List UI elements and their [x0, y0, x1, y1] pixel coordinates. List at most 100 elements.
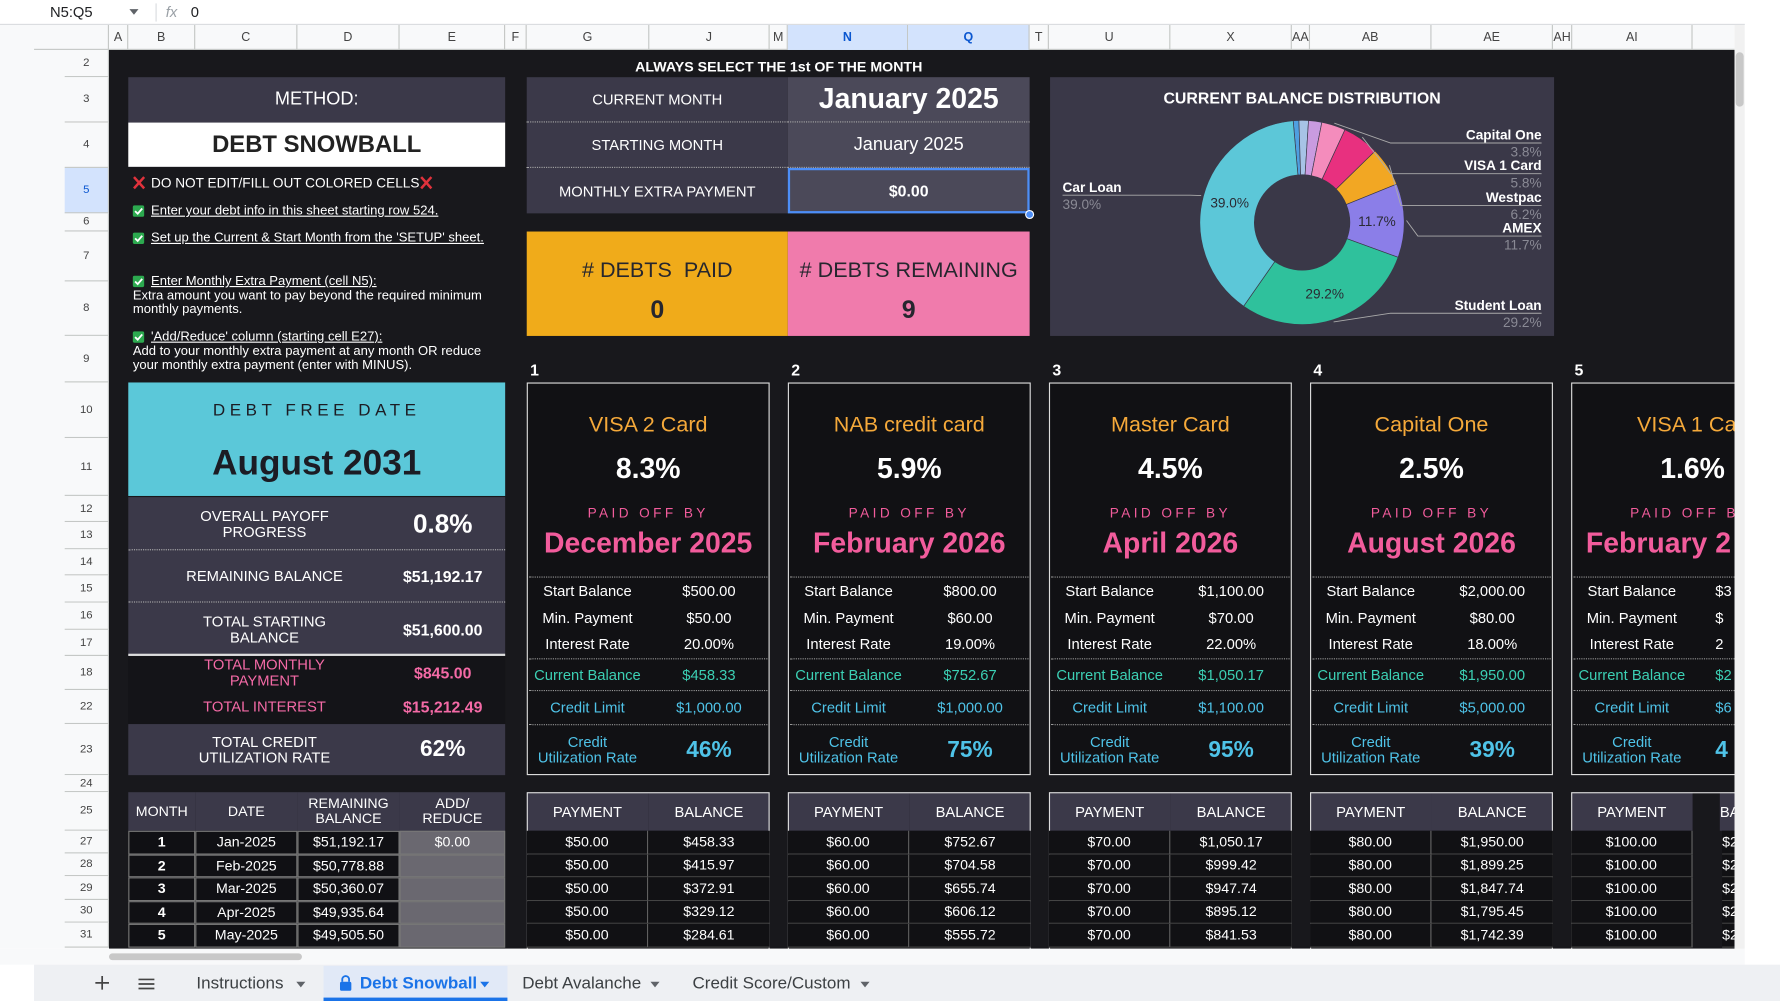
column-header: AI	[1572, 24, 1693, 50]
detail-label: Min. Payment	[1586, 608, 1677, 626]
current-label: Current Balance	[1578, 665, 1686, 683]
checkbox-box	[132, 275, 145, 288]
legend-name: VISA 1 Card	[1464, 157, 1542, 174]
sheet-tab-label: Debt Avalanche	[522, 973, 642, 994]
instruction: 'Add/Reduce' column (starting cell E27):…	[132, 330, 494, 387]
lock-icon	[339, 975, 352, 991]
detail-label: Interest Rate	[1067, 635, 1152, 653]
column-header: F	[505, 24, 527, 50]
utilization-label: Utilization Rate	[1060, 748, 1160, 766]
limit-value: $1,100.00	[1198, 698, 1264, 716]
payment-cell: $80.00	[1310, 900, 1432, 924]
column-header: AA	[1292, 24, 1311, 50]
payment-header: BALANCE	[1431, 792, 1553, 831]
plus-icon	[95, 976, 109, 990]
utilization-label: Utilization Rate	[798, 748, 899, 766]
payment-cell: $1,950.00	[1431, 830, 1553, 855]
payment-cell: $2	[1722, 900, 1735, 924]
schedule-cell: 1	[128, 830, 196, 855]
column-header: B	[128, 24, 196, 50]
summary-value: $51,600.00	[402, 620, 483, 639]
paid-off-label: PAID OFF BY	[1370, 505, 1493, 521]
summary-row	[128, 724, 506, 776]
payment-cell: $1,899.25	[1431, 854, 1553, 878]
card-divider	[1051, 724, 1290, 726]
payment-header: PAYMENT	[526, 792, 649, 831]
sheet-tab-label: Debt Snowball	[359, 973, 478, 994]
instruction: Enter your debt info in this sheet start…	[132, 204, 494, 261]
setting-label: MONTHLY EXTRA PAYMENT	[526, 167, 788, 214]
debt-name: Master Card	[1111, 413, 1230, 437]
setting-value: January 2025	[787, 77, 1030, 123]
column-header: D	[297, 24, 400, 50]
payment-cell: $100.00	[1571, 923, 1693, 948]
schedule-cell: Mar-2025	[195, 877, 298, 901]
all-sheets-button[interactable]	[138, 978, 155, 990]
summary-row	[128, 550, 506, 603]
payment-cell: $655.74	[909, 877, 1031, 901]
card-divider	[529, 724, 768, 726]
formula-bar	[0, 0, 1780, 25]
add-sheet-button[interactable]	[95, 976, 109, 990]
schedule-cell: 2	[128, 854, 196, 878]
setting-value: January 2025	[787, 122, 1030, 168]
detail-label: Start Balance	[543, 582, 632, 600]
detail-value: $500.00	[682, 582, 736, 600]
payment-cell: $284.61	[648, 923, 770, 948]
checkbox-box	[132, 331, 145, 343]
arrow-shape	[650, 981, 660, 988]
schedule-cell: Jan-2025	[195, 830, 298, 855]
row-header: 29	[64, 876, 109, 900]
card-divider	[1573, 576, 1735, 578]
limit-label: Credit Limit	[1072, 698, 1147, 716]
dropdown-arrow	[129, 9, 139, 15]
payment-cell: $60.00	[787, 877, 910, 901]
card-divider	[1051, 690, 1290, 692]
column-header: E	[400, 24, 506, 50]
paid-off-label: PAID OFF BY	[1109, 505, 1232, 521]
detail-value: $1,100.00	[1198, 582, 1264, 600]
summary-value: $845.00	[413, 663, 472, 683]
payment-cell: $752.67	[909, 830, 1031, 855]
detail-value: $80.00	[1469, 608, 1515, 626]
summary-row	[128, 690, 506, 725]
detail-value: 22.00%	[1206, 635, 1257, 653]
current-value: $752.67	[943, 665, 997, 683]
row-header: 30	[64, 899, 109, 923]
current-value: $2	[1715, 665, 1732, 683]
debt-free-date: August 2031	[212, 442, 422, 483]
selection-handle	[1025, 209, 1035, 220]
debt-card	[526, 382, 770, 776]
payment-cell: $70.00	[1048, 900, 1171, 924]
column-header: G	[527, 24, 650, 50]
payment-cell: $60.00	[787, 830, 910, 855]
instruction-title: 'Add/Reduce' column (starting cell E27):	[150, 330, 383, 344]
utilization-label: Utilization Rate	[537, 748, 638, 766]
sheet-tab-label: Instructions	[196, 973, 284, 994]
detail-label: Start Balance	[1587, 582, 1677, 600]
legend-value: 39.0%	[1062, 195, 1102, 212]
payment-cell: $329.12	[648, 900, 770, 924]
schedule-cell	[399, 923, 506, 948]
payment-cell: $80.00	[1310, 877, 1432, 901]
chart-title: CURRENT BALANCE DISTRIBUTION	[1163, 88, 1441, 107]
utilization-label: Utilization Rate	[1321, 748, 1421, 766]
dropdown-arrow	[860, 981, 870, 988]
card-divider	[1051, 576, 1290, 578]
method-value: DEBT SNOWBALL	[128, 122, 506, 167]
detail-value: $60.00	[947, 608, 993, 626]
sheet-tab[interactable]	[323, 965, 508, 1001]
row-header: 11	[64, 438, 109, 496]
setting-label: STARTING MONTH	[526, 122, 788, 168]
donut-slice	[1243, 238, 1399, 325]
card-divider	[790, 576, 1029, 578]
debts-remaining-box	[787, 231, 1030, 336]
debts-remaining-value: 9	[901, 295, 916, 324]
column-header: A	[109, 24, 129, 50]
x-icon	[420, 176, 433, 190]
column-header: J	[649, 24, 770, 50]
column-header: C	[195, 24, 298, 50]
schedule-cell: $51,192.17	[297, 830, 400, 855]
row-header: 13	[64, 522, 109, 550]
